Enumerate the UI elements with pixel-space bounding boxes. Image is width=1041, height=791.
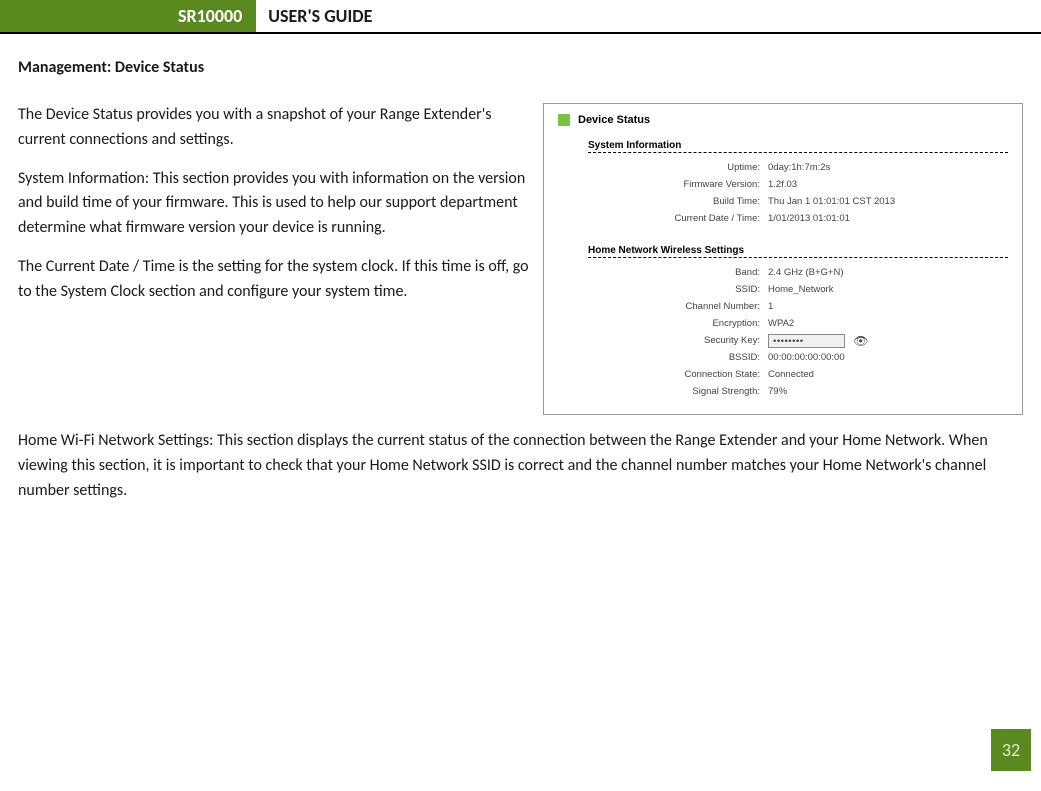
kv-channel-label: Channel Number: [558, 301, 768, 312]
kv-ssid-value: Home_Network [768, 284, 1008, 295]
paragraph-3: The Current Date / Time is the setting f… [18, 255, 529, 305]
kv-connection: Connection State: Connected [558, 366, 1008, 383]
kv-firmware-label: Firmware Version: [558, 179, 768, 190]
kv-security-key-label: Security Key: [558, 335, 768, 346]
figure-title-row: Device Status [558, 114, 1008, 126]
page-content: Management: Device Status The Device Sta… [0, 34, 1041, 503]
body-row: The Device Status provides you with a sn… [18, 103, 1023, 415]
page-header: SR10000 USER'S GUIDE [0, 0, 1041, 34]
page-number: 32 [991, 729, 1031, 771]
kv-signal-label: Signal Strength: [558, 386, 768, 397]
kv-bssid: BSSID: 00:00:00:00:00:00 [558, 349, 1008, 366]
kv-date-label: Current Date / Time: [558, 213, 768, 224]
figure-accent-square [558, 114, 570, 126]
kv-channel: Channel Number: 1 [558, 298, 1008, 315]
kv-encryption-value: WPA2 [768, 318, 1008, 329]
figure-divider-2 [588, 257, 1008, 258]
kv-date-value: 1/01/2013 01:01:01 [768, 213, 1008, 224]
kv-date: Current Date / Time: 1/01/2013 01:01:01 [558, 210, 1008, 227]
kv-encryption-label: Encryption: [558, 318, 768, 329]
kv-uptime: Uptime: 0day:1h:7m:2s [558, 159, 1008, 176]
kv-connection-value: Connected [768, 369, 1008, 380]
header-accent [0, 0, 18, 32]
figure-heading-home: Home Network Wireless Settings [558, 245, 1008, 256]
kv-bssid-label: BSSID: [558, 352, 768, 363]
header-title: USER'S GUIDE [256, 0, 372, 32]
kv-firmware-value: 1.2f.03 [768, 179, 1008, 190]
device-status-figure: Device Status System Information Uptime:… [543, 103, 1023, 415]
kv-band: Band: 2.4 GHz (B+G+N) [558, 264, 1008, 281]
figure-divider-1 [588, 152, 1008, 153]
body-text-left: The Device Status provides you with a sn… [18, 103, 529, 415]
kv-band-value: 2.4 GHz (B+G+N) [768, 267, 1008, 278]
kv-security-key-value: •••••••• 👁 [768, 334, 1008, 348]
kv-encryption: Encryption: WPA2 [558, 315, 1008, 332]
paragraph-1: The Device Status provides you with a sn… [18, 103, 529, 153]
kv-ssid-label: SSID: [558, 284, 768, 295]
kv-security-key: Security Key: •••••••• 👁 [558, 332, 1008, 349]
kv-bssid-value: 00:00:00:00:00:00 [768, 352, 1008, 363]
kv-build-value: Thu Jan 1 01:01:01 CST 2013 [768, 196, 1008, 207]
paragraph-4: Home Wi-Fi Network Settings: This sectio… [18, 429, 1023, 503]
kv-uptime-value: 0day:1h:7m:2s [768, 162, 1008, 173]
kv-ssid: SSID: Home_Network [558, 281, 1008, 298]
figure-heading-system: System Information [558, 140, 1008, 151]
section-title: Management: Device Status [18, 58, 1023, 77]
kv-signal: Signal Strength: 79% [558, 383, 1008, 400]
security-key-box: •••••••• [768, 334, 845, 348]
eye-icon[interactable]: 👁 [853, 334, 868, 348]
kv-uptime-label: Uptime: [558, 162, 768, 173]
kv-connection-label: Connection State: [558, 369, 768, 380]
header-model: SR10000 [18, 0, 256, 32]
figure-title: Device Status [578, 114, 650, 126]
paragraph-2: System Information: This section provide… [18, 167, 529, 241]
kv-build-label: Build Time: [558, 196, 768, 207]
kv-build: Build Time: Thu Jan 1 01:01:01 CST 2013 [558, 193, 1008, 210]
kv-firmware: Firmware Version: 1.2f.03 [558, 176, 1008, 193]
kv-band-label: Band: [558, 267, 768, 278]
kv-channel-value: 1 [768, 301, 1008, 312]
kv-signal-value: 79% [768, 386, 1008, 397]
